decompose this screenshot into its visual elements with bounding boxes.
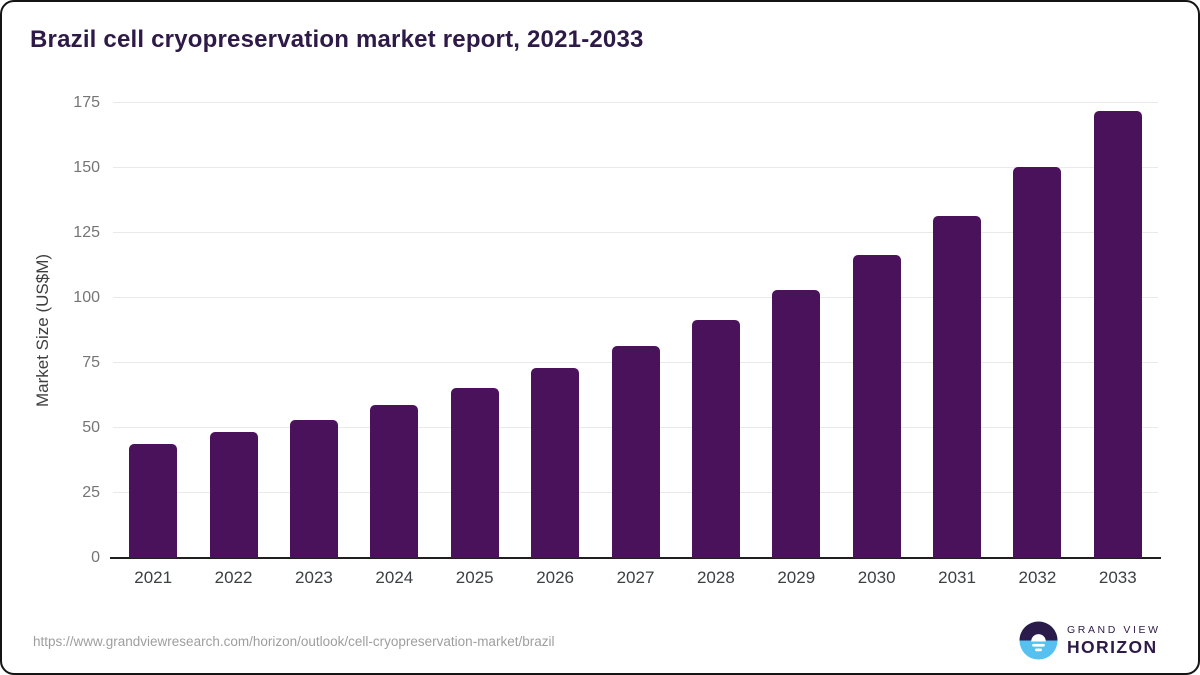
bar-2030 [852,255,901,558]
x-axis-label-2023: 2023 [295,568,333,587]
y-tick-150: 150 [73,159,100,176]
x-axis-label-2025: 2025 [455,568,494,587]
gridline-100 [113,297,1158,298]
bar-2029 [772,289,821,558]
bar-2033 [1093,111,1142,558]
gridline-175 [113,102,1158,103]
logo-brand-name: HORIZON [1067,636,1158,657]
bar-2031 [933,215,982,558]
gridline-150 [113,167,1158,168]
gridline-125 [113,232,1158,233]
sunrise-horizon-icon [1019,621,1058,660]
logo-wordmark: GRAND VIEW HORIZON [1067,624,1161,658]
x-axis-label-2030: 2030 [857,568,896,587]
x-axis-labels: 2021 2022 2023 2024 2025 2026 2027 2028 2029 2030… [113,568,1158,592]
y-tick-75: 75 [82,354,100,371]
y-tick-100: 100 [73,289,100,306]
x-axis-label-2031: 2031 [938,568,976,587]
bar-2021 [129,444,178,558]
bar-chart-plot-area [110,102,1161,559]
bar-2022 [209,432,258,558]
y-tick-50: 50 [82,419,100,436]
x-axis-label-2021: 2021 [134,568,173,587]
bar-2028 [691,319,740,558]
y-tick-125: 125 [73,224,100,241]
x-axis-label-2033: 2033 [1098,568,1137,587]
grandview-horizon-logo: GRAND VIEW HORIZON [1019,621,1161,660]
x-axis-label-2026: 2026 [536,568,575,587]
x-axis-baseline [110,557,1161,559]
bar-2032 [1013,166,1062,558]
x-axis-label-2027: 2027 [616,568,655,587]
page-title: Brazil cell cryopreservation market repo… [30,26,644,53]
bar-2024 [370,404,419,558]
bar-2025 [450,387,499,558]
y-axis-ticks: 0 25 50 75 100 125 150 175 [0,94,100,566]
x-axis-label-2024: 2024 [375,568,414,587]
x-axis-label-2029: 2029 [777,568,816,587]
x-axis-label-2028: 2028 [696,568,735,587]
x-axis-label-2032: 2032 [1018,568,1057,587]
y-tick-25: 25 [82,484,100,501]
bar-2027 [611,346,660,558]
bar-2026 [531,368,580,558]
y-tick-0: 0 [91,549,100,566]
logo-brand-top: GRAND VIEW [1067,623,1161,636]
y-tick-175: 175 [73,94,100,111]
source-url: https://www.grandviewresearch.com/horizo… [33,634,555,649]
x-axis-label-2022: 2022 [214,568,253,587]
bar-2023 [289,419,338,558]
